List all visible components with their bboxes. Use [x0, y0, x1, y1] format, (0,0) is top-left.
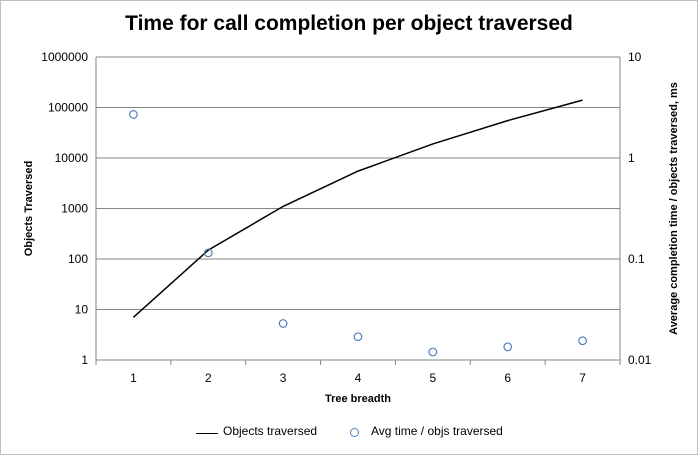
scatter-point-avg-time — [278, 319, 288, 328]
legend-label-objects: Objects traversed — [223, 424, 318, 438]
legend-line-swatch — [196, 433, 218, 434]
y-tick-label: 10000 — [55, 151, 89, 165]
x-tick-label: 4 — [355, 371, 362, 385]
y2-tick-label: 10 — [628, 50, 642, 64]
y2-tick-label: 1 — [628, 151, 635, 165]
y-tick-label: 100000 — [48, 101, 88, 115]
x-tick-label: 6 — [504, 371, 511, 385]
scatter-point-avg-time — [503, 342, 513, 352]
scatter-point-avg-time — [203, 248, 213, 258]
scatter-point-avg-time — [578, 336, 587, 346]
y-tick-label: 1000000 — [41, 50, 88, 64]
y-tick-label: 10 — [75, 303, 89, 317]
x-tick-label: 5 — [430, 371, 437, 385]
scatter-point-avg-time — [353, 332, 363, 342]
y2-tick-label: 0.01 — [628, 353, 652, 367]
y-tick-label: 100 — [68, 252, 88, 266]
line-series-objects-traversed — [132, 99, 583, 318]
y2-tick-label: 0.1 — [628, 252, 645, 266]
x-axis-title: Tree breadth — [325, 393, 391, 405]
x-tick-label: 3 — [280, 371, 287, 385]
y2-axis-title: Average completion time / objects traver… — [668, 82, 680, 335]
chart-legend: Objects traversed Avg time / objs traver… — [0, 424, 698, 444]
scatter-point-avg-time — [129, 110, 138, 119]
y-tick-label: 1 — [81, 353, 88, 367]
chart-title: Time for call completion per object trav… — [125, 12, 573, 35]
legend-label-avg-time: Avg time / objs traversed — [371, 424, 503, 438]
scatter-point-avg-time — [428, 347, 438, 357]
y-axis-title: Objects Traversed — [23, 161, 35, 256]
x-tick-label: 7 — [579, 371, 586, 385]
legend-circle-marker — [350, 428, 359, 437]
x-tick-label: 1 — [130, 371, 137, 385]
y-tick-label: 1000 — [61, 202, 88, 216]
x-tick-label: 2 — [205, 371, 212, 385]
